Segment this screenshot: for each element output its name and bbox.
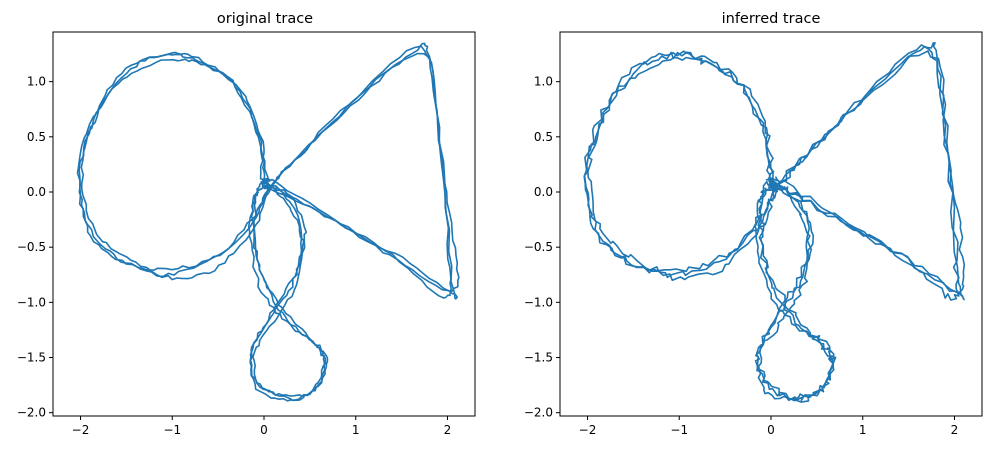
y-tick-label: −1.0 <box>17 295 46 309</box>
y-tick-label: 0.0 <box>27 185 46 199</box>
subplot-original: original trace −2 −1 0 1 2 1.0 0.5 0.0 −0.5 −1.0… <box>17 11 476 437</box>
x-tick-label: 2 <box>951 423 959 437</box>
x-tick-label: 0 <box>767 423 775 437</box>
y-tick-label: 1.0 <box>534 75 553 89</box>
y-axis-ticks: 1.0 0.5 0.0 −0.5 −1.0 −1.5 −2.0 <box>524 75 560 420</box>
trace-lines <box>76 42 460 402</box>
trace-line-3 <box>80 52 452 397</box>
x-tick-label: 2 <box>444 423 452 437</box>
y-tick-label: −1.0 <box>524 295 553 309</box>
y-tick-label: −0.5 <box>524 240 553 254</box>
trace-line-3 <box>587 50 960 401</box>
x-axis-ticks: −2 −1 0 1 2 <box>579 416 959 437</box>
chart-title: inferred trace <box>722 11 821 27</box>
x-tick-label: −2 <box>72 423 90 437</box>
x-tick-label: −1 <box>670 423 688 437</box>
y-tick-label: −0.5 <box>17 240 46 254</box>
x-tick-label: 1 <box>352 423 360 437</box>
y-tick-label: −1.5 <box>524 351 553 365</box>
x-tick-label: −2 <box>579 423 597 437</box>
x-tick-label: −1 <box>163 423 181 437</box>
y-tick-label: 0.0 <box>534 185 553 199</box>
trace-lines <box>583 42 966 403</box>
trace-line-2 <box>583 42 966 402</box>
y-tick-label: −2.0 <box>524 406 553 420</box>
x-axis-ticks: −2 −1 0 1 2 <box>72 416 452 437</box>
chart-title: original trace <box>217 11 313 27</box>
y-tick-label: 0.5 <box>534 130 553 144</box>
y-tick-label: −1.5 <box>17 351 46 365</box>
y-tick-label: 0.5 <box>27 130 46 144</box>
y-tick-label: −2.0 <box>17 406 46 420</box>
x-tick-label: 0 <box>260 423 268 437</box>
trace-line-2 <box>76 42 460 402</box>
x-tick-label: 1 <box>859 423 867 437</box>
y-tick-label: 1.0 <box>27 75 46 89</box>
subplot-inferred: inferred trace −2 −1 0 1 2 1.0 0.5 0.0 −0.5 −1.0… <box>524 11 983 437</box>
y-axis-ticks: 1.0 0.5 0.0 −0.5 −1.0 −1.5 −2.0 <box>17 75 53 420</box>
